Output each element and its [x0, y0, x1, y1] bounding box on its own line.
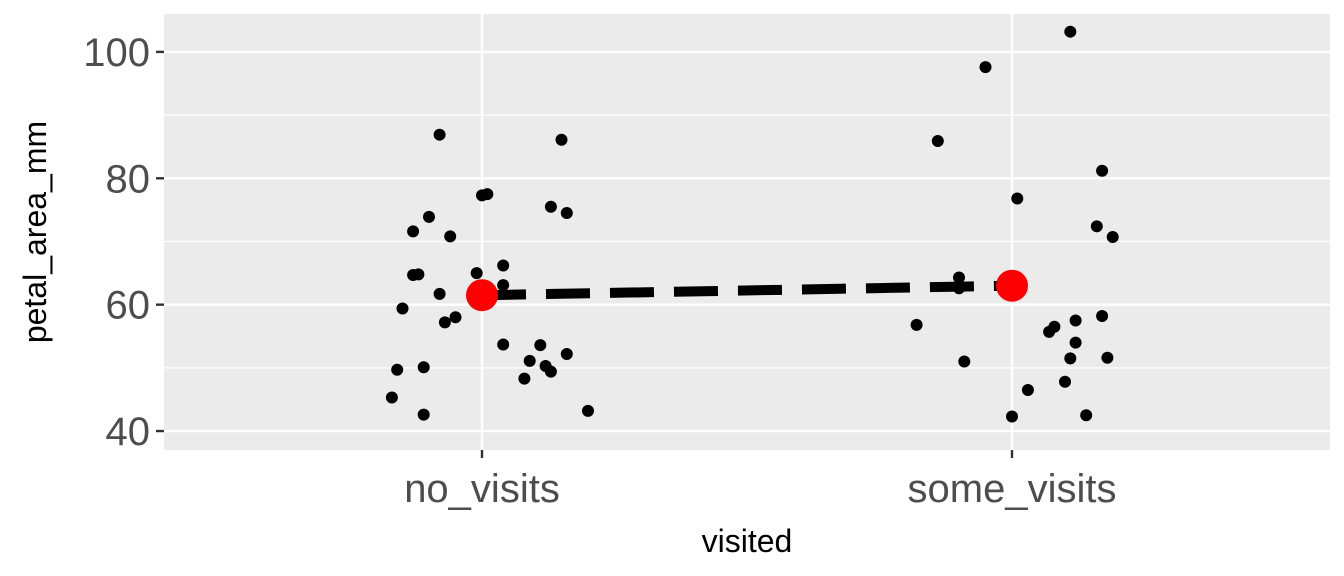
data-point	[1059, 375, 1071, 388]
data-point	[1069, 314, 1082, 327]
plot-panel	[164, 14, 1330, 450]
y-tick-label: 60	[106, 284, 151, 328]
data-point	[534, 339, 547, 352]
data-point	[1101, 351, 1114, 364]
data-point	[391, 363, 404, 376]
y-axis: 40 60 80 100	[83, 31, 164, 454]
mean-point	[996, 269, 1028, 302]
data-point	[560, 207, 573, 220]
mean-trend-line	[481, 280, 1013, 301]
data-point	[470, 267, 483, 280]
data-point	[523, 354, 536, 367]
x-tick-label: no_visits	[404, 467, 560, 511]
y-axis-title: petal_area_mm	[17, 121, 53, 343]
data-point	[1106, 231, 1119, 244]
data-point	[497, 259, 510, 272]
data-point	[544, 365, 557, 378]
x-tick-label: some_visits	[908, 467, 1117, 511]
data-point	[958, 355, 971, 368]
major-gridlines	[164, 14, 1330, 450]
data-point	[449, 311, 462, 324]
data-point	[1021, 383, 1034, 396]
data-point	[423, 210, 435, 223]
data-point	[544, 200, 557, 213]
data-point	[1011, 192, 1024, 205]
mean-point	[466, 279, 498, 312]
data-point	[953, 271, 965, 284]
data-point	[1069, 336, 1082, 349]
y-tick-label: 80	[106, 157, 151, 201]
data-point	[417, 408, 430, 421]
data-point	[385, 391, 398, 404]
data-point	[412, 268, 425, 281]
minor-gridlines	[164, 114, 1330, 369]
data-point	[560, 347, 573, 360]
data-point	[518, 372, 531, 385]
data-point	[555, 133, 568, 146]
x-axis-title: visited	[702, 523, 793, 559]
data-point	[910, 318, 923, 331]
mean-markers	[466, 269, 1028, 312]
data-point	[582, 404, 594, 417]
data-point	[931, 135, 944, 148]
data-point	[407, 225, 420, 238]
data-point	[433, 128, 446, 141]
data-point	[433, 287, 446, 300]
data-point	[1096, 310, 1109, 323]
data-point	[497, 338, 510, 351]
data-point	[438, 316, 451, 329]
data-point	[1064, 25, 1077, 38]
data-point	[1064, 352, 1077, 365]
x-axis: no_visits some_visits	[404, 450, 1116, 511]
data-point	[396, 302, 409, 315]
data-point	[979, 61, 992, 74]
data-point	[1006, 410, 1018, 423]
data-point	[1096, 164, 1109, 177]
y-tick-label: 100	[83, 31, 150, 75]
data-points	[385, 25, 1119, 423]
y-tick-label: 40	[106, 410, 151, 454]
data-point	[1048, 320, 1061, 333]
data-point	[417, 361, 430, 374]
data-point	[497, 279, 510, 292]
data-point	[1080, 409, 1093, 422]
data-point	[481, 188, 494, 201]
data-point	[1090, 220, 1103, 233]
data-point	[444, 230, 457, 243]
